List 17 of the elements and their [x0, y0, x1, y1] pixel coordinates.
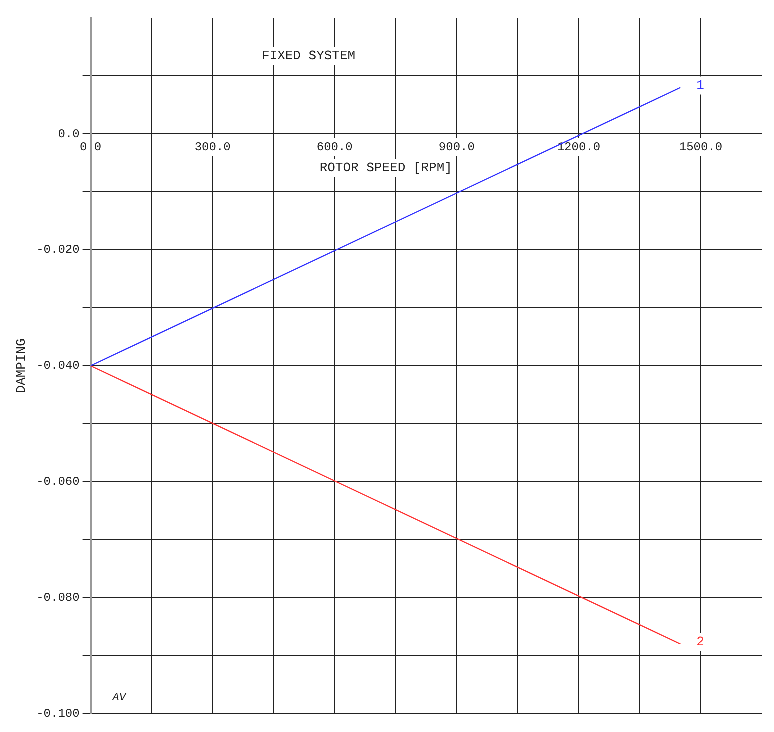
x-tick-label: 300.0 [194, 140, 231, 155]
y-tick-label: 0.0 [58, 127, 80, 142]
y-tick-label: -0.100 [36, 706, 80, 721]
series-label: 1 [696, 78, 705, 94]
x-axis-title: ROTOR SPEED [RPM] [320, 160, 452, 176]
y-axis-title: DAMPING [14, 338, 30, 394]
x-tick-label: 1200.0 [557, 140, 601, 155]
annotation: AV [112, 692, 128, 705]
x-tick-label: 600.0 [316, 140, 353, 155]
y-tick-label: -0.040 [36, 359, 80, 374]
y-tick-label: -0.020 [36, 243, 80, 258]
text: FIXED SYSTEM [262, 48, 356, 64]
y-tick-label: -0.060 [36, 475, 80, 490]
x-tick-label: 1500.0 [679, 140, 723, 155]
series-label: 2 [696, 634, 704, 650]
y-tick-label: -0.080 [36, 591, 80, 606]
x-tick-label: 900.0 [438, 140, 475, 155]
